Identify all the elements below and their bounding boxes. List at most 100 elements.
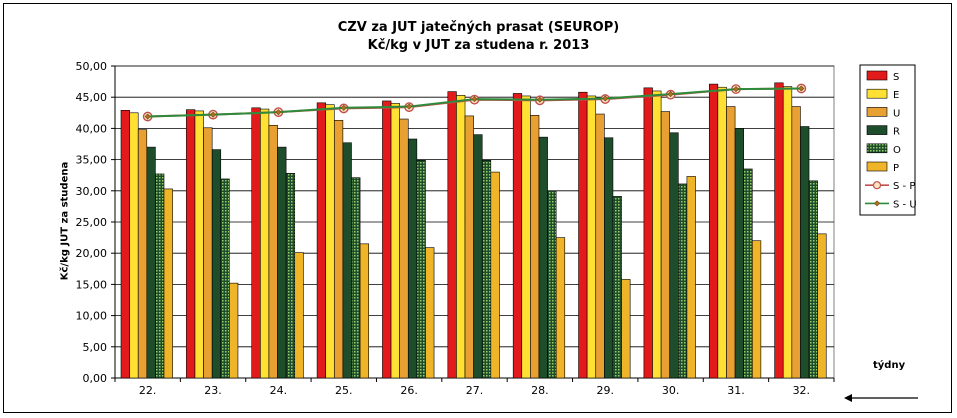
bar-p-32 xyxy=(817,233,827,379)
bar-s-28 xyxy=(512,93,523,379)
bar-u-31 xyxy=(726,106,736,379)
legend-swatch-e xyxy=(866,88,888,99)
bar-s-22 xyxy=(120,110,130,379)
y-tick-label: 30,00 xyxy=(76,185,108,198)
bar-p-22 xyxy=(163,188,173,379)
bar-r-30 xyxy=(669,132,679,379)
x-tick-label: 31. xyxy=(727,384,745,397)
y-tick-label: 15,00 xyxy=(76,278,108,291)
bar-r-25 xyxy=(342,142,352,379)
bar-e-24 xyxy=(260,108,270,379)
bar-s-23 xyxy=(186,109,196,379)
bar-u-24 xyxy=(268,124,278,379)
bar-e-23 xyxy=(194,110,204,379)
bar-r-32 xyxy=(800,126,810,379)
arrow-left-icon xyxy=(844,394,918,402)
chart-subtitle: Kč/kg v JUT za studena r. 2013 xyxy=(367,38,590,53)
bar-e-32 xyxy=(782,86,793,379)
legend-marker-su xyxy=(873,200,881,207)
bar-s-30 xyxy=(643,87,653,379)
marker-su-28 xyxy=(536,96,543,103)
marker-su-31 xyxy=(732,86,739,93)
legend-swatch-u xyxy=(866,107,888,117)
bar-s-32 xyxy=(774,82,784,379)
legend-box xyxy=(859,64,916,216)
bar-r-24 xyxy=(277,146,287,379)
bar-u-25 xyxy=(333,119,344,379)
bar-u-22 xyxy=(137,129,148,379)
x-tick-label: 25. xyxy=(335,384,353,397)
y-tick-label: 10,00 xyxy=(76,310,108,323)
bar-r-27 xyxy=(473,134,483,379)
x-tick-label: 29. xyxy=(596,384,614,397)
marker-su-30 xyxy=(667,91,674,98)
marker-su-22 xyxy=(144,113,151,120)
bar-u-26 xyxy=(399,118,409,379)
bar-e-25 xyxy=(325,104,335,379)
marker-su-23 xyxy=(210,111,217,118)
legend-swatch-r xyxy=(866,125,888,135)
x-tick-label: 22. xyxy=(139,384,157,397)
x-tick-label: 24. xyxy=(270,384,288,397)
bar-e-22 xyxy=(129,112,139,379)
marker-su-25 xyxy=(340,104,347,111)
bar-o-30 xyxy=(678,183,688,379)
bar-p-28 xyxy=(555,237,566,379)
y-tick-label: 20,00 xyxy=(76,247,108,260)
legend-swatch-o xyxy=(866,143,888,154)
bar-o-32 xyxy=(808,180,818,379)
legend-label: S - U xyxy=(893,199,917,210)
bar-p-29 xyxy=(621,279,631,379)
x-tick-label: 26. xyxy=(400,384,418,397)
legend-marker-sp xyxy=(872,181,882,190)
bar-o-31 xyxy=(743,168,753,379)
y-tick-label: 0,00 xyxy=(83,372,108,385)
y-tick-label: 40,00 xyxy=(76,122,108,135)
x-tick-label: 23. xyxy=(204,384,222,397)
marker-su-29 xyxy=(602,95,609,102)
bar-o-26 xyxy=(416,159,426,379)
bar-r-29 xyxy=(604,137,614,379)
bar-o-24 xyxy=(285,173,296,379)
chart-title: CZV za JUT jatečných prasat (SEUROP) xyxy=(337,20,620,35)
bar-s-26 xyxy=(382,100,392,379)
legend-label: R xyxy=(893,127,900,138)
bar-p-25 xyxy=(359,243,369,379)
bar-r-28 xyxy=(538,136,548,379)
bar-o-28 xyxy=(547,190,557,379)
legend-swatch-p xyxy=(866,161,888,172)
bar-o-22 xyxy=(155,173,165,379)
x-tick-label: 28. xyxy=(531,384,549,397)
bar-e-27 xyxy=(456,95,466,379)
bar-s-24 xyxy=(251,107,261,379)
bar-s-31 xyxy=(708,83,719,379)
y-tick-label: 45,00 xyxy=(76,91,108,104)
bar-e-28 xyxy=(521,95,531,379)
marker-su-32 xyxy=(798,85,805,92)
x-tick-label: 27. xyxy=(466,384,484,397)
bar-r-31 xyxy=(734,128,744,379)
y-tick-label: 5,00 xyxy=(83,341,108,354)
bar-p-24 xyxy=(294,252,304,379)
legend-label: S xyxy=(893,72,899,83)
bar-p-31 xyxy=(751,240,762,379)
legend-label: E xyxy=(893,90,899,101)
bar-u-32 xyxy=(791,106,801,379)
bar-r-23 xyxy=(211,149,222,379)
bar-p-23 xyxy=(229,282,239,379)
legend-label: O xyxy=(893,145,901,156)
y-tick-label: 25,00 xyxy=(76,216,108,229)
marker-su-24 xyxy=(275,109,282,116)
bar-s-25 xyxy=(316,102,326,379)
bar-e-26 xyxy=(390,103,400,379)
bar-r-22 xyxy=(146,146,156,379)
y-tick-label: 50,00 xyxy=(76,60,108,73)
bar-s-27 xyxy=(447,91,457,379)
legend-swatch-s xyxy=(866,70,888,81)
bar-p-30 xyxy=(686,176,696,379)
bar-p-26 xyxy=(425,247,435,379)
x-tick-label: 32. xyxy=(793,384,811,397)
y-tick-label: 35,00 xyxy=(76,154,108,167)
bar-u-27 xyxy=(464,115,474,379)
marker-su-27 xyxy=(471,96,478,103)
